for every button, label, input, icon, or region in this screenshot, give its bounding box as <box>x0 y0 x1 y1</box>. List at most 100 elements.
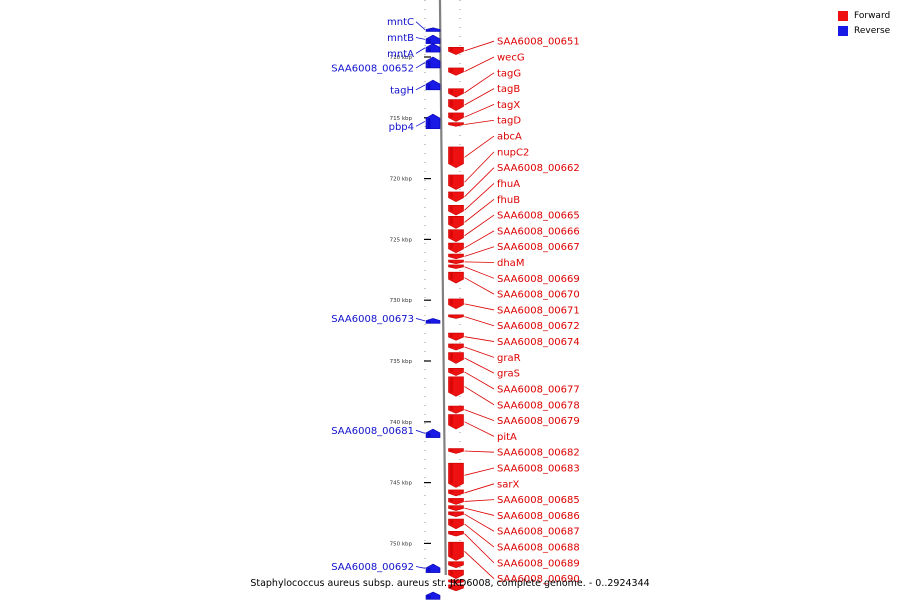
forward-gene-label: graS <box>497 369 520 380</box>
forward-gene-label: SAA6008_00674 <box>497 337 580 348</box>
forward-gene-shade-32 <box>450 519 453 525</box>
forward-gene-label: dhaM <box>497 258 524 269</box>
forward-gene-label-line-18 <box>464 316 495 327</box>
reverse-gene-label-line-0 <box>415 21 426 30</box>
ruler-tick-label: 725 kbp <box>390 237 413 243</box>
forward-gene-shade-21 <box>450 352 453 360</box>
forward-gene-label-line-26 <box>464 450 495 453</box>
forward-gene-label: tagB <box>497 84 520 95</box>
forward-gene-shade-2 <box>450 89 453 94</box>
legend-item-reverse: Reverse <box>838 23 890 38</box>
ruler-tick-label: 730 kbp <box>390 298 413 304</box>
reverse-gene-label: mntA <box>387 49 414 60</box>
forward-gene-shade-37 <box>450 580 453 582</box>
reverse-gene-label-line-5 <box>415 121 426 127</box>
forward-gene-label-line-24 <box>464 409 495 421</box>
forward-gene-shade-33 <box>450 531 453 534</box>
forward-gene-shade-17 <box>450 299 453 305</box>
reverse-gene-label: SAA6008_00692 <box>331 562 414 573</box>
forward-gene-label: fhuA <box>497 179 520 190</box>
forward-gene-label-line-25 <box>464 421 495 437</box>
forward-gene-shade-8 <box>450 192 453 198</box>
forward-gene-label-line-34 <box>464 551 495 579</box>
reverse-gene-shade-7 <box>427 432 431 438</box>
forward-gene-shade-13 <box>450 254 453 257</box>
forward-gene-shade-11 <box>450 230 453 238</box>
forward-gene-label-line-11 <box>464 214 495 237</box>
forward-gene-label: tagD <box>497 116 521 127</box>
reverse-gene-shade-4 <box>427 84 431 90</box>
forward-gene-shade-6 <box>450 147 453 164</box>
forward-gene-label: tagX <box>497 100 520 111</box>
forward-gene-label-line-13 <box>464 246 495 257</box>
forward-gene-label: SAA6008_00686 <box>497 511 580 522</box>
forward-gene-shade-10 <box>450 216 453 225</box>
forward-gene-label: SAA6008_00666 <box>497 226 580 237</box>
forward-gene-label-line-1 <box>464 56 495 72</box>
forward-gene-label: sarX <box>497 479 519 490</box>
forward-gene-label-line-8 <box>464 167 495 198</box>
forward-gene-shade-9 <box>450 205 453 212</box>
forward-gene-label: SAA6008_00683 <box>497 464 580 475</box>
forward-gene-label: fhuB <box>497 195 520 206</box>
reverse-gene-shade-0 <box>427 29 431 31</box>
forward-gene-label: abcA <box>497 132 522 143</box>
forward-gene-label: SAA6008_00671 <box>497 305 580 316</box>
reverse-gene-shade-1 <box>427 38 431 44</box>
forward-gene-label: nupC2 <box>497 147 529 158</box>
forward-gene-shade-18 <box>450 315 453 317</box>
forward-gene-shade-5 <box>450 123 453 125</box>
forward-gene-label: SAA6008_00690 <box>497 574 580 585</box>
forward-gene-shade-3 <box>450 100 453 107</box>
legend-item-forward: Forward <box>838 8 890 23</box>
forward-gene-label-line-29 <box>464 499 495 502</box>
forward-gene-label-line-4 <box>464 104 495 118</box>
forward-gene-label-line-7 <box>464 151 495 183</box>
forward-gene-shade-12 <box>450 243 453 249</box>
forward-gene-label: SAA6008_00651 <box>497 37 580 48</box>
forward-gene-shade-31 <box>450 512 453 515</box>
legend-label-reverse: Reverse <box>854 25 891 36</box>
forward-gene-label: SAA6008_00670 <box>497 290 580 301</box>
reverse-gene-shade-2 <box>427 47 431 52</box>
ruler-tick-label: 745 kbp <box>390 481 413 487</box>
forward-gene-label: SAA6008_00689 <box>497 558 580 569</box>
reverse-gene-label-line-2 <box>415 47 426 54</box>
forward-gene-label-line-23 <box>464 386 495 406</box>
forward-gene-label: graR <box>497 353 521 364</box>
reverse-gene-shade-3 <box>427 61 431 68</box>
forward-gene-label-line-17 <box>464 303 495 311</box>
forward-gene-label-line-10 <box>464 198 495 223</box>
forward-gene-label-line-22 <box>464 371 495 390</box>
forward-gene-label-line-20 <box>464 346 495 358</box>
forward-gene-shade-4 <box>450 113 453 118</box>
forward-gene-shade-26 <box>450 449 453 452</box>
forward-gene-label: pitA <box>497 432 517 443</box>
forward-gene-label-line-12 <box>464 230 495 249</box>
reverse-gene-label: pbp4 <box>389 122 414 133</box>
forward-gene-shade-24 <box>450 406 453 411</box>
reverse-gene-label: SAA6008_00652 <box>331 63 414 74</box>
legend-label-forward: Forward <box>854 10 891 21</box>
reverse-gene-shade-9 <box>427 595 431 599</box>
forward-gene-label: SAA6008_00688 <box>497 543 580 554</box>
forward-gene-label: wecG <box>497 53 525 64</box>
legend-swatch-reverse <box>838 25 848 36</box>
forward-gene-label-line-31 <box>464 513 495 532</box>
reverse-gene-shade-6 <box>427 320 431 323</box>
reverse-gene-label-line-4 <box>415 84 426 91</box>
reverse-gene-label: SAA6008_00681 <box>331 426 414 437</box>
forward-gene-shade-1 <box>450 68 453 72</box>
forward-gene-shade-27 <box>450 463 453 484</box>
forward-gene-label-line-16 <box>464 277 495 295</box>
reverse-gene-label: mntC <box>387 17 414 28</box>
forward-gene-label: SAA6008_00665 <box>497 211 580 222</box>
reverse-gene-label-line-3 <box>415 62 426 69</box>
forward-gene-shade-20 <box>450 344 453 348</box>
forward-gene-label-line-32 <box>464 523 495 548</box>
forward-gene-label: SAA6008_00662 <box>497 163 580 174</box>
forward-gene-shade-36 <box>450 570 453 575</box>
forward-gene-label-line-0 <box>464 40 495 52</box>
reverse-gene-label: mntB <box>387 33 414 44</box>
forward-gene-label: tagG <box>497 68 521 79</box>
